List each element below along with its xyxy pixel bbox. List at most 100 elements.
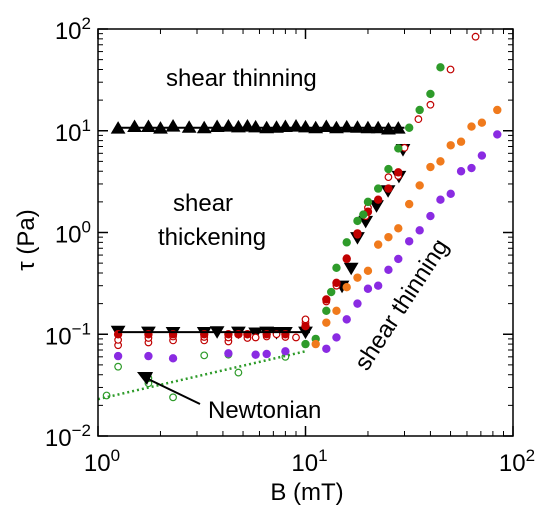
- data-point: [281, 347, 290, 356]
- data-point: [339, 119, 355, 133]
- y-tick-label: 10−1: [45, 319, 91, 350]
- data-point: [436, 157, 445, 166]
- newtonian-fit-line: [97, 350, 306, 401]
- data-point: [353, 229, 362, 238]
- data-point: [168, 354, 178, 363]
- data-point: [353, 273, 362, 282]
- data-point: [326, 287, 336, 297]
- data-point: [384, 164, 393, 174]
- data-point: [384, 184, 393, 193]
- data-point: [384, 173, 393, 182]
- data-point: [493, 105, 502, 115]
- data-point: [234, 368, 243, 377]
- data-point: [353, 299, 362, 308]
- x-tick-label: 100: [84, 446, 120, 477]
- data-point: [224, 349, 233, 358]
- data-point: [114, 362, 123, 371]
- data-point: [332, 333, 341, 342]
- data-point: [322, 318, 331, 327]
- data-point: [359, 210, 368, 219]
- annotation-shear-thinning-right: shear thinning: [349, 234, 454, 375]
- annotation-shear-thinning-top: shear thinning: [166, 65, 317, 92]
- data-point: [394, 254, 403, 264]
- data-point: [127, 119, 142, 132]
- annotation-shear-thickening-line1: shear: [173, 190, 233, 217]
- annotation-shear-thickening-line2: thickening: [158, 224, 266, 251]
- data-point: [332, 263, 341, 272]
- data-point: [353, 216, 362, 226]
- data-point: [343, 262, 359, 276]
- data-point: [426, 211, 435, 221]
- data-point: [318, 119, 334, 132]
- data-point: [477, 151, 487, 160]
- data-point: [144, 351, 153, 361]
- data-marks: [102, 32, 502, 402]
- data-point: [373, 240, 383, 249]
- data-point: [292, 333, 300, 342]
- data-point: [332, 306, 341, 316]
- data-point: [394, 168, 403, 177]
- data-point: [248, 327, 264, 341]
- tick-labels: 100 101 102 10−2 10−1 100 101 102: [45, 14, 535, 477]
- data-point: [251, 333, 260, 342]
- data-point: [415, 105, 424, 115]
- data-point: [363, 197, 373, 207]
- data-point: [169, 393, 177, 402]
- data-point: [404, 237, 414, 246]
- data-point: [384, 265, 393, 274]
- data-point: [404, 199, 414, 209]
- data-point: [415, 181, 424, 190]
- data-point: [456, 167, 466, 176]
- data-point: [446, 189, 455, 199]
- data-point: [384, 232, 393, 242]
- data-point: [363, 284, 373, 293]
- data-point: [342, 283, 351, 292]
- data-point: [373, 195, 383, 204]
- data-point: [467, 163, 476, 173]
- data-point: [200, 351, 209, 360]
- data-point: [436, 195, 445, 204]
- y-tick-label: 10−2: [45, 421, 91, 452]
- data-point: [426, 162, 435, 172]
- axis-ticks: [97, 28, 514, 437]
- data-point: [373, 281, 383, 290]
- data-point: [404, 123, 414, 132]
- data-point: [113, 351, 123, 361]
- data-point: [493, 130, 502, 139]
- data-point: [332, 278, 341, 288]
- data-point: [248, 119, 264, 133]
- data-point: [301, 315, 310, 324]
- data-point: [415, 226, 424, 235]
- data-point: [394, 224, 403, 233]
- fit-lines: [97, 126, 405, 401]
- x-tick-label: 102: [499, 446, 535, 477]
- data-point: [373, 184, 383, 193]
- data-point: [426, 100, 435, 109]
- x-tick-label: 101: [291, 446, 327, 477]
- data-point: [342, 315, 351, 324]
- data-point: [301, 339, 310, 349]
- data-point: [301, 321, 310, 331]
- data-point: [446, 65, 455, 74]
- data-point: [209, 119, 225, 132]
- data-point: [322, 306, 331, 316]
- data-point: [363, 266, 373, 276]
- data-point: [262, 349, 271, 359]
- data-point: [311, 339, 320, 349]
- data-point: [342, 238, 351, 247]
- newtonian-arrow: [137, 372, 201, 405]
- data-point: [471, 32, 480, 41]
- data-point: [342, 254, 351, 264]
- data-point: [141, 119, 156, 132]
- y-tick-label: 100: [55, 218, 91, 249]
- data-point: [426, 89, 435, 99]
- data-point: [467, 122, 476, 131]
- y-axis-title: τ (Pa): [13, 209, 40, 271]
- data-point: [322, 344, 331, 353]
- data-point: [446, 141, 455, 150]
- data-point: [251, 350, 260, 359]
- y-tick-label: 101: [55, 116, 91, 147]
- data-point: [456, 137, 466, 146]
- y-tick-label: 102: [55, 14, 91, 45]
